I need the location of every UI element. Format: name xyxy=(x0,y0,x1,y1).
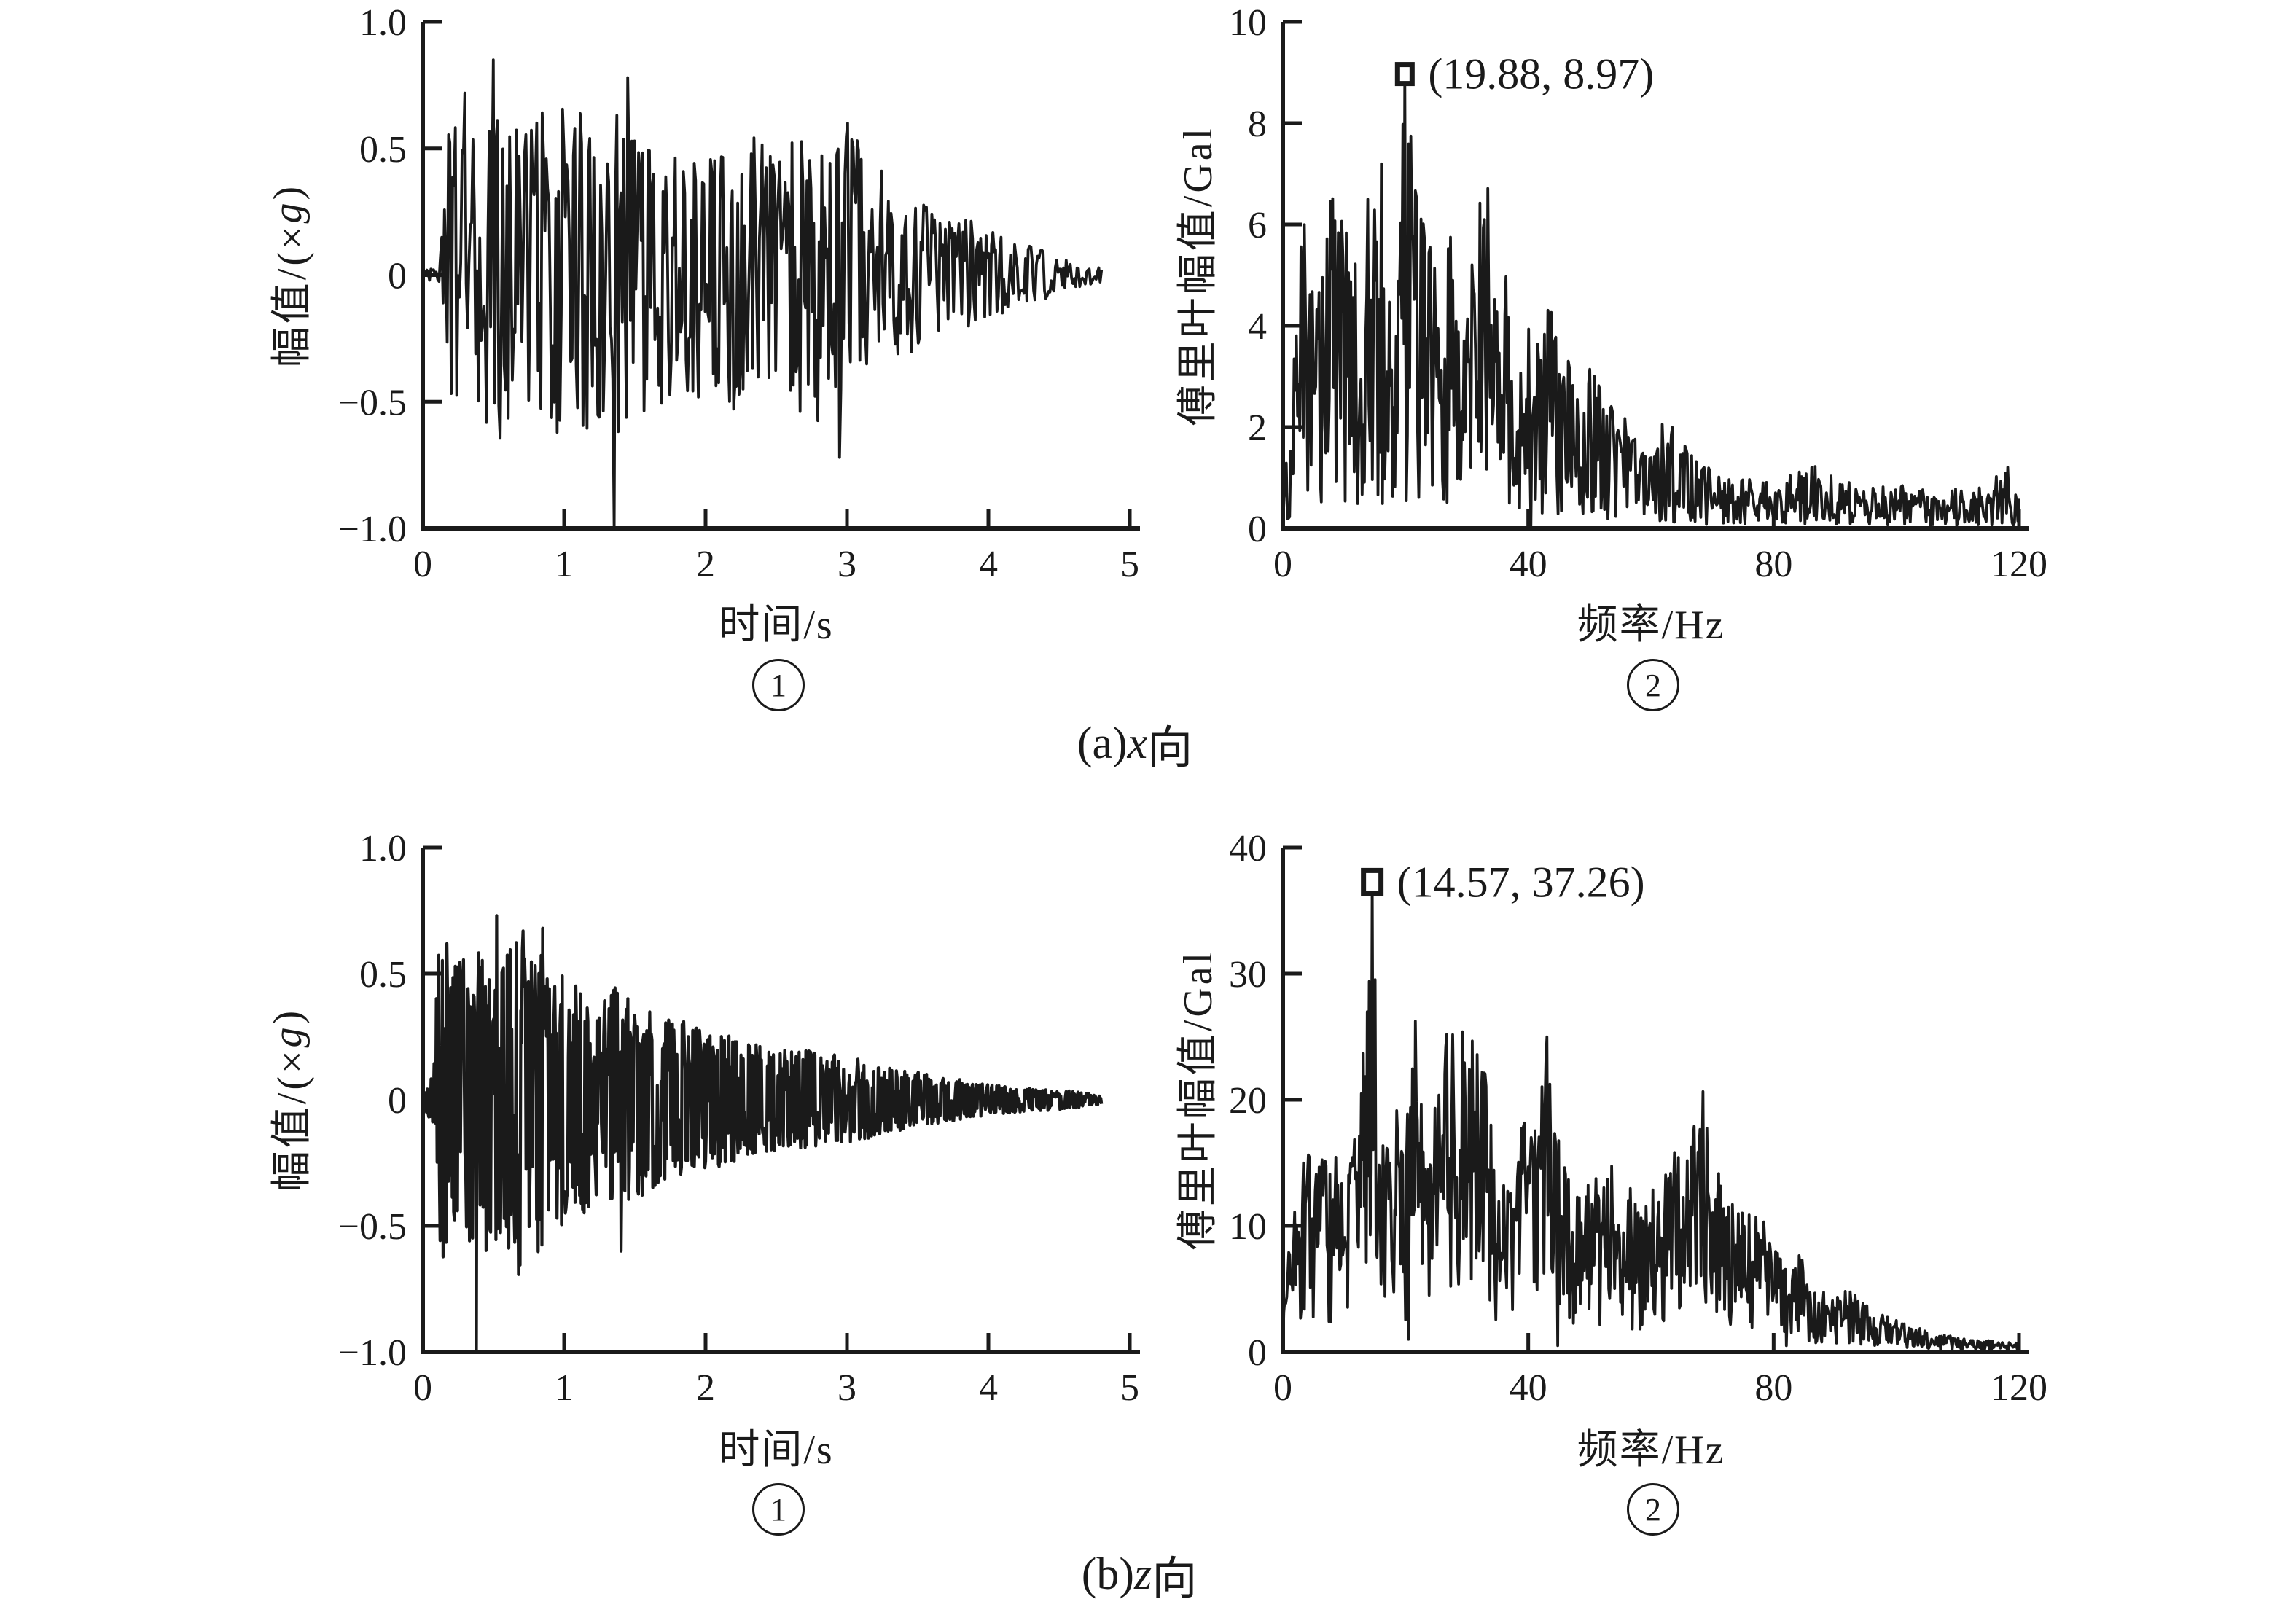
time-history-chart-x-dir: 1.0 0.5 0 −0.5 −1.0 0 1 2 3 4 5 xyxy=(0,0,1166,729)
svg-text:3: 3 xyxy=(837,1367,856,1409)
time-history-chart-z-dir: 1.0 0.5 0 −0.5 −1.0 0 1 2 3 4 5 xyxy=(0,826,1166,1555)
svg-text:2: 2 xyxy=(1248,407,1267,449)
plot-area-b1: 1.00.50−0.5−1.00 1 2 3 4 5 xyxy=(338,828,1140,1409)
plot-area-a1: 1.00.50−0.5−1.00 1 2 3 4 5 xyxy=(338,2,1140,585)
svg-text:4: 4 xyxy=(979,1367,998,1409)
axis-lines xyxy=(1281,22,2029,531)
svg-text:0.5: 0.5 xyxy=(359,954,407,996)
panel-number-2-b: 2 xyxy=(1627,1483,1679,1536)
svg-text:0: 0 xyxy=(413,1367,432,1409)
svg-text:20: 20 xyxy=(1229,1080,1267,1122)
peak-marker xyxy=(1394,62,1415,87)
svg-text:40: 40 xyxy=(1510,544,1547,585)
svg-text:−1.0: −1.0 xyxy=(338,1332,407,1374)
svg-text:6: 6 xyxy=(1248,205,1267,246)
panel-number-1-b: 1 xyxy=(752,1483,805,1536)
tick-labels: 1.00.50−0.5−1.00 1 2 3 4 5 xyxy=(338,2,1139,585)
y-axis-label-fourier-a: 傅里叶幅值/Gal xyxy=(1175,125,1221,426)
y-axis-label-fourier-b: 傅里叶幅值/Gal xyxy=(1175,949,1221,1251)
svg-text:−1.0: −1.0 xyxy=(338,509,407,550)
svg-text:0: 0 xyxy=(1248,509,1267,550)
x-axis-label-freq-a: 频率/Hz xyxy=(1577,602,1725,648)
peak-marker xyxy=(1361,867,1384,896)
peak-annotation-label: (14.57, 37.26) xyxy=(1397,858,1645,906)
svg-text:1: 1 xyxy=(555,1367,574,1409)
svg-text:30: 30 xyxy=(1229,954,1267,996)
svg-text:10: 10 xyxy=(1229,1206,1267,1248)
tick-labels: 1.00.50−0.5−1.00 1 2 3 4 5 xyxy=(338,828,1139,1409)
svg-text:1.0: 1.0 xyxy=(359,828,407,869)
svg-text:0.5: 0.5 xyxy=(359,129,407,171)
svg-text:−0.5: −0.5 xyxy=(338,1206,407,1248)
svg-text:8: 8 xyxy=(1248,103,1267,145)
y-axis-label-amplitude-a: 幅值/(× g) xyxy=(265,183,315,368)
signal-path-b1 xyxy=(421,914,1104,1354)
svg-text:2: 2 xyxy=(696,1367,715,1409)
signal-path-a2 xyxy=(1281,72,2020,529)
fourier-spectrum-chart-z-dir: 0 10 20 30 40 0 40 80 120 (14.57, 37.26) xyxy=(1166,826,2296,1555)
svg-text:0: 0 xyxy=(413,544,432,585)
svg-text:4: 4 xyxy=(979,544,998,585)
plot-area-b2: 0 10 20 30 40 0 40 80 120 (14.57, 37.26) xyxy=(1229,828,2047,1409)
svg-text:80: 80 xyxy=(1754,1367,1792,1409)
peak-annotation-label: (19.88, 8.97) xyxy=(1428,50,1654,98)
x-axis-label-freq-b: 频率/Hz xyxy=(1577,1427,1725,1473)
panel-number-1-a: 1 xyxy=(752,659,805,711)
svg-text:0: 0 xyxy=(1273,544,1292,585)
fourier-spectrum-chart-x-dir: 0 2 4 6 8 10 0 40 80 120 (19.88, 8.97) xyxy=(1166,0,2296,729)
svg-text:40: 40 xyxy=(1510,1367,1547,1409)
svg-text:80: 80 xyxy=(1754,544,1792,585)
svg-text:4: 4 xyxy=(1248,306,1267,348)
svg-text:0: 0 xyxy=(1248,1332,1267,1374)
y-axis-label-amplitude-b: 幅值/(× g) xyxy=(265,1007,315,1192)
signal-path-b2 xyxy=(1281,880,2020,1353)
tick-marks xyxy=(421,20,1132,531)
plot-area-a2: 0 2 4 6 8 10 0 40 80 120 (19.88, 8.97) xyxy=(1229,2,2047,585)
svg-text:2: 2 xyxy=(696,544,715,585)
svg-text:−0.5: −0.5 xyxy=(338,382,407,423)
svg-text:10: 10 xyxy=(1229,2,1267,44)
svg-text:5: 5 xyxy=(1120,1367,1139,1409)
tick-labels: 0 10 20 30 40 0 40 80 120 xyxy=(1229,828,2047,1409)
svg-text:1.0: 1.0 xyxy=(359,2,407,44)
svg-text:1: 1 xyxy=(555,544,574,585)
x-axis-label-time-a: 时间/s xyxy=(719,602,834,648)
svg-text:5: 5 xyxy=(1120,544,1139,585)
tick-labels: 0 2 4 6 8 10 0 40 80 120 xyxy=(1229,2,2047,585)
x-axis-label-time-b: 时间/s xyxy=(719,1427,834,1473)
svg-text:0: 0 xyxy=(388,256,407,297)
svg-text:40: 40 xyxy=(1229,828,1267,869)
svg-text:120: 120 xyxy=(1991,544,2047,585)
panel-number-2-a: 2 xyxy=(1627,659,1679,711)
svg-text:0: 0 xyxy=(388,1080,407,1122)
svg-text:120: 120 xyxy=(1991,1367,2047,1409)
signal-path-a1 xyxy=(421,58,1104,530)
caption-b: (b) z 向 xyxy=(1081,1549,1198,1605)
caption-a: (a) x 向 xyxy=(1077,718,1193,774)
svg-text:0: 0 xyxy=(1273,1367,1292,1409)
svg-text:3: 3 xyxy=(837,544,856,585)
